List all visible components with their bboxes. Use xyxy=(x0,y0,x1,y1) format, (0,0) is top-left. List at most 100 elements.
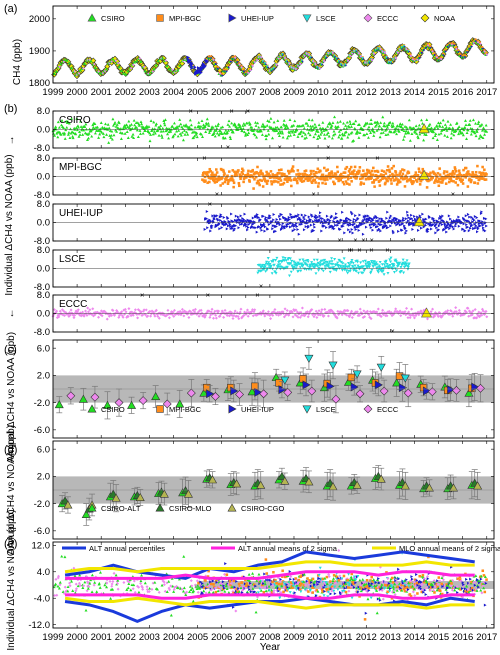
difference-point xyxy=(276,175,279,179)
difference-point xyxy=(270,180,273,183)
difference-point xyxy=(93,581,97,584)
difference-point xyxy=(329,175,333,179)
difference-point xyxy=(100,130,104,134)
difference-point xyxy=(151,132,155,136)
difference-point xyxy=(171,134,175,138)
annual-point xyxy=(208,475,218,484)
difference-point xyxy=(179,122,183,126)
difference-point xyxy=(462,168,465,172)
lsce-point xyxy=(407,49,410,52)
difference-point xyxy=(283,225,287,229)
difference-point xyxy=(126,314,130,318)
difference-point xyxy=(303,170,307,173)
difference-point xyxy=(439,181,442,184)
legend-marker xyxy=(228,404,237,414)
difference-point xyxy=(402,216,405,220)
difference-point xyxy=(414,174,417,178)
difference-point xyxy=(211,316,215,320)
csiro-point xyxy=(165,64,169,68)
difference-point xyxy=(470,178,473,182)
uhei-point xyxy=(197,66,201,70)
difference-point xyxy=(333,182,336,185)
difference-point xyxy=(117,121,121,125)
difference-point xyxy=(343,268,347,272)
difference-point xyxy=(315,171,318,175)
difference-point xyxy=(458,178,462,182)
difference-point xyxy=(451,225,455,229)
difference-point xyxy=(467,170,470,173)
difference-point xyxy=(318,313,322,317)
eccc-point xyxy=(77,72,81,75)
difference-point xyxy=(226,216,230,220)
eccc-point xyxy=(405,47,408,51)
difference-point xyxy=(373,216,377,220)
difference-point xyxy=(127,582,131,585)
eccc-point xyxy=(411,58,415,61)
difference-point xyxy=(82,584,86,588)
mpi-point xyxy=(223,68,226,71)
difference-point xyxy=(201,178,204,181)
difference-point xyxy=(137,590,141,594)
difference-point xyxy=(298,222,302,226)
difference-point xyxy=(340,260,344,264)
difference-point xyxy=(81,586,85,589)
difference-point xyxy=(242,177,246,181)
difference-point xyxy=(398,172,402,175)
difference-point xyxy=(402,271,406,275)
difference-point xyxy=(342,171,346,174)
difference-point xyxy=(437,224,441,228)
difference-point xyxy=(212,131,216,134)
difference-point xyxy=(293,119,297,123)
difference-point xyxy=(465,131,469,135)
difference-point xyxy=(367,169,371,173)
difference-point xyxy=(441,214,445,218)
uhei-point xyxy=(214,62,218,66)
difference-point xyxy=(269,216,272,220)
difference-point xyxy=(351,170,355,173)
difference-point xyxy=(400,176,403,180)
eccc-point xyxy=(409,54,413,58)
difference-point xyxy=(392,263,396,266)
difference-point xyxy=(410,213,413,217)
difference-point xyxy=(377,264,381,268)
difference-point xyxy=(137,123,141,127)
difference-point xyxy=(349,172,352,176)
eccc-point xyxy=(307,53,311,57)
difference-point xyxy=(347,132,351,136)
difference-point xyxy=(428,122,432,126)
difference-point xyxy=(303,174,306,177)
difference-point xyxy=(342,222,346,226)
difference-point xyxy=(340,313,344,317)
annual-point xyxy=(151,391,161,400)
difference-point xyxy=(223,586,226,590)
uhei-point xyxy=(186,55,190,60)
difference-point xyxy=(415,132,419,135)
mpi-point xyxy=(459,53,462,56)
difference-point xyxy=(398,223,402,227)
difference-point xyxy=(475,176,478,179)
difference-point xyxy=(485,224,488,228)
difference-point xyxy=(68,136,72,139)
difference-point xyxy=(305,310,309,314)
difference-point xyxy=(434,231,438,235)
difference-point xyxy=(250,219,254,223)
difference-point xyxy=(219,129,223,133)
difference-point xyxy=(449,177,453,181)
difference-point xyxy=(55,309,59,313)
difference-point xyxy=(460,131,464,135)
difference-point xyxy=(283,307,287,311)
difference-point xyxy=(310,213,314,217)
difference-point xyxy=(125,130,129,133)
difference-point xyxy=(374,222,377,226)
difference-point xyxy=(243,223,246,227)
difference-point xyxy=(153,314,157,318)
difference-point xyxy=(213,134,217,138)
difference-point xyxy=(356,130,360,134)
difference-point xyxy=(103,122,107,126)
difference-point xyxy=(112,133,116,137)
difference-point xyxy=(259,218,262,222)
difference-point xyxy=(352,122,356,125)
difference-point xyxy=(70,117,74,120)
difference-point xyxy=(418,183,422,186)
difference-point xyxy=(456,174,459,177)
